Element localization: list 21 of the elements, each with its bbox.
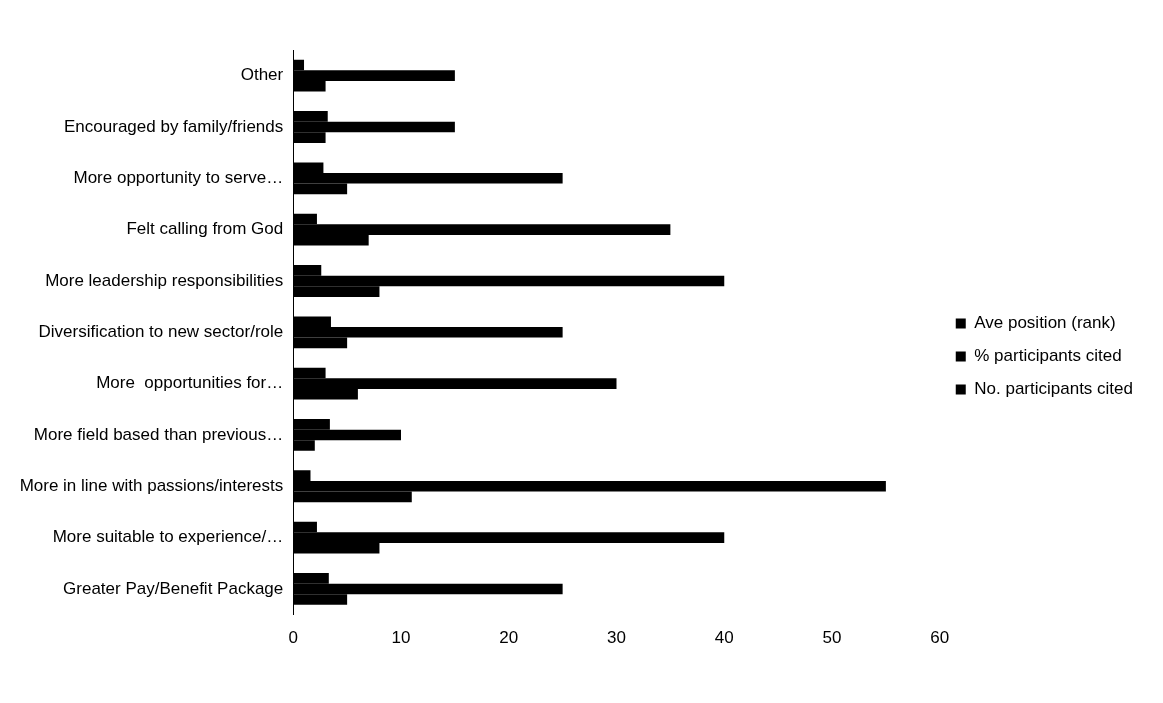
legend-label: % participants cited xyxy=(974,346,1122,366)
x-tick-label: 40 xyxy=(714,628,734,648)
x-tick-label: 60 xyxy=(930,628,950,648)
y-tick-label: More opportunities for… xyxy=(96,373,284,393)
y-tick-label: More in line with passions/interests xyxy=(19,475,284,495)
y-tick-label: Felt calling from God xyxy=(126,219,284,239)
y-tick-label: Encouraged by family/friends xyxy=(64,116,284,136)
x-tick-label: 20 xyxy=(499,628,519,648)
y-tick-label: Diversification to new sector/role xyxy=(38,321,284,341)
y-tick-label: Greater Pay/Benefit Package xyxy=(63,578,284,598)
legend-label: No. participants cited xyxy=(974,379,1134,399)
y-tick-label: More opportunity to serve… xyxy=(73,168,284,188)
y-tick-label: More leadership responsibilities xyxy=(45,270,284,290)
legend-label: Ave position (rank) xyxy=(974,313,1116,333)
x-tick-label: 50 xyxy=(822,628,842,648)
x-tick-label: 30 xyxy=(607,628,626,648)
y-tick-label: Other xyxy=(240,65,284,85)
x-tick-label: 0 xyxy=(288,628,298,648)
y-tick-label: More field based than previous… xyxy=(33,424,284,444)
y-tick-label: More suitable to experience/… xyxy=(52,527,284,547)
x-tick-label: 10 xyxy=(391,628,411,648)
